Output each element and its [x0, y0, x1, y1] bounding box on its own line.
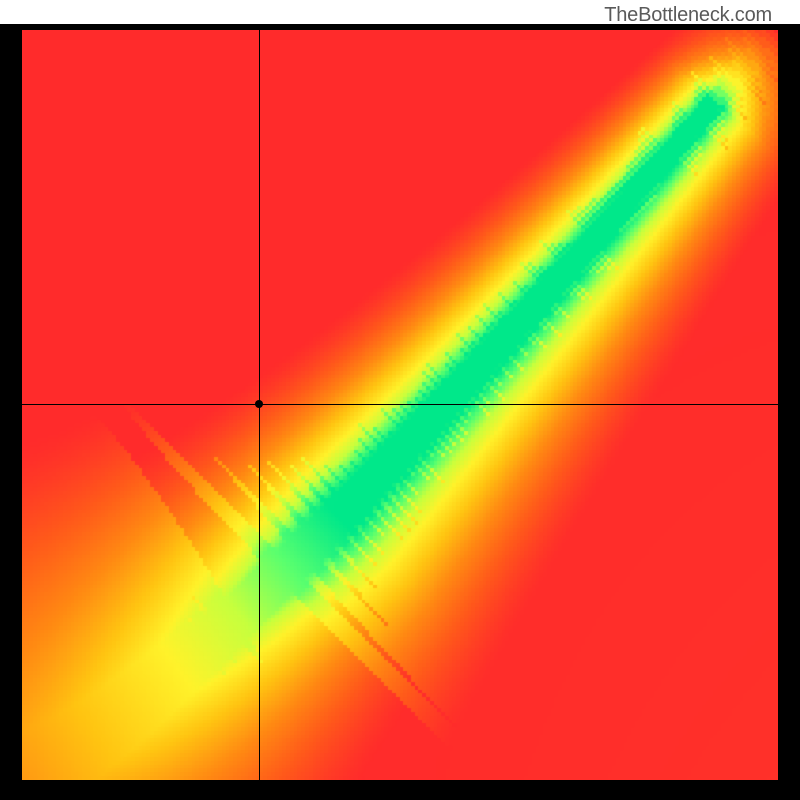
- crosshair-horizontal-line: [22, 404, 778, 405]
- heatmap-canvas: [22, 30, 778, 780]
- heatmap-plot-area: [22, 30, 778, 780]
- chart-root: TheBottleneck.com: [0, 0, 800, 800]
- watermark-text: TheBottleneck.com: [604, 4, 772, 27]
- crosshair-marker-dot: [255, 400, 263, 408]
